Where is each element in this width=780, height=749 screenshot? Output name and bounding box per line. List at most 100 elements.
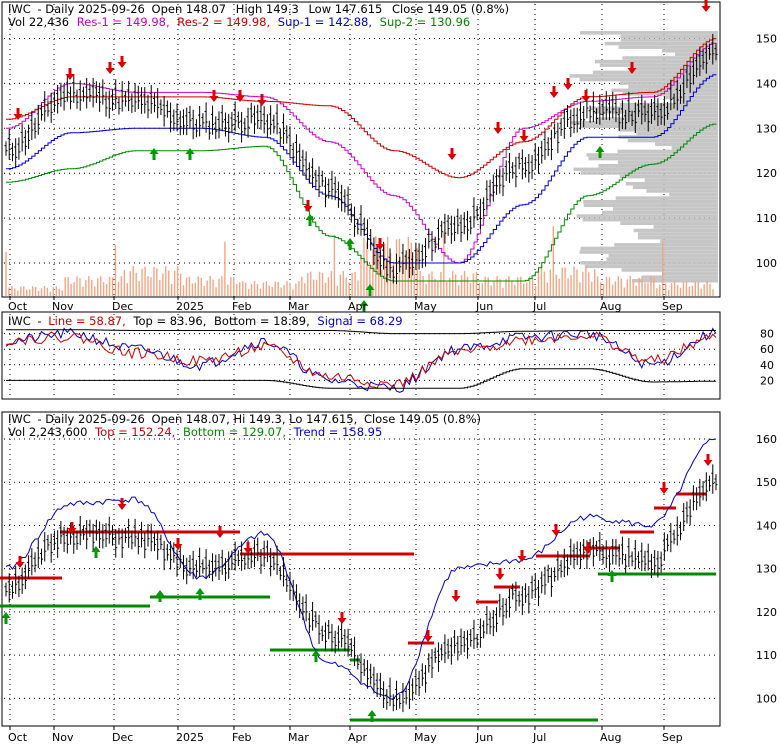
trend-signal-arrows bbox=[1, 454, 713, 722]
buy-arrow bbox=[607, 570, 617, 582]
volume-profile-bar bbox=[620, 34, 718, 39]
volume-profile-bar bbox=[629, 67, 718, 71]
x-tick-label: 2025 bbox=[176, 300, 204, 313]
volume-profile-bar bbox=[661, 49, 718, 53]
y-tick-label: 120 bbox=[756, 606, 777, 619]
buy-arrow bbox=[1, 612, 11, 624]
volume-profile-bar bbox=[617, 160, 718, 164]
trend-x-ticks: Oct Nov Dec 2025 Feb Mar Apr May Jun Jul Aug Sep bbox=[8, 726, 683, 744]
volume-profile-bar bbox=[614, 243, 718, 247]
y-tick-label: 80 bbox=[760, 328, 774, 341]
x-tick-label: Aug bbox=[600, 300, 621, 313]
y-tick-label: 40 bbox=[760, 359, 774, 372]
osc-dash: - bbox=[37, 314, 41, 328]
trend-y-ticks: 160 150 140 130 120 110 100 bbox=[756, 433, 777, 705]
x-tick-label: Dec bbox=[112, 300, 133, 313]
price-header-2: Vol 22,436 Res-1 = 149.98, Res-2 = 149.9… bbox=[8, 15, 470, 29]
y-tick-label: 100 bbox=[756, 692, 777, 705]
trend-high: Hi 149.3, bbox=[233, 412, 285, 426]
osc-top-value: Top = 83.96, bbox=[132, 314, 206, 328]
volume-profile-bar bbox=[663, 95, 718, 100]
x-tick-label: Apr bbox=[348, 731, 368, 744]
y-tick-label: 150 bbox=[756, 32, 777, 45]
buy-arrow bbox=[359, 300, 369, 312]
trend-label: - Daily 2025-09-26 bbox=[37, 412, 144, 426]
volume-profile-bar bbox=[576, 214, 718, 218]
sell-arrow bbox=[65, 68, 75, 80]
trend-ticker: IWC bbox=[8, 412, 31, 426]
sup1-value: Sup-1 = 142.88, bbox=[278, 15, 372, 29]
x-tick-label: Jul bbox=[532, 300, 546, 313]
osc-signal-value: Signal = 68.29 bbox=[317, 314, 402, 328]
high-value: High 149.3 bbox=[236, 2, 299, 16]
volume-profile-bar bbox=[584, 264, 718, 269]
trend-open: Open 148.07, bbox=[152, 412, 230, 426]
sell-arrow bbox=[303, 200, 313, 212]
trend-trend: Trend = 158.95 bbox=[293, 425, 383, 439]
volume-profile-bar bbox=[571, 120, 718, 125]
buy-arrow bbox=[185, 148, 195, 160]
y-tick-label: 120 bbox=[756, 167, 777, 180]
signal-arrows bbox=[13, 0, 711, 312]
sell-arrow bbox=[67, 522, 77, 534]
volume-profile-bar bbox=[660, 239, 718, 243]
buy-arrow bbox=[311, 650, 321, 662]
sup2-value: Sup-2 = 130.96 bbox=[380, 15, 471, 29]
price-header-1: IWC - Daily 2025-09-26 Open 148.07 High … bbox=[8, 2, 509, 16]
volume-profile-bar bbox=[612, 207, 718, 211]
trend-top: Top = 152.24, bbox=[94, 425, 175, 439]
price-bars bbox=[4, 33, 718, 285]
x-tick-label: Sep bbox=[662, 731, 683, 744]
trend-close: Close 149.05 (0.8%) bbox=[364, 412, 481, 426]
trend-header-2: Vol 2,243,600 Top = 152.24, Bottom = 129… bbox=[8, 425, 382, 439]
buy-arrow bbox=[155, 590, 165, 602]
buy-arrow bbox=[305, 214, 315, 226]
close-value: Close 149.05 (0.8%) bbox=[392, 2, 509, 16]
volume-profile-bar bbox=[579, 250, 718, 254]
volume-profile-bar bbox=[628, 84, 718, 89]
y-tick-label: 20 bbox=[760, 374, 774, 387]
sell-arrow bbox=[117, 56, 127, 68]
sell-arrow bbox=[495, 568, 505, 580]
volume-profile-bar bbox=[662, 271, 718, 276]
volume-profile-bar bbox=[669, 192, 718, 197]
sell-arrow bbox=[659, 482, 669, 494]
x-tick-label: 2025 bbox=[176, 731, 204, 744]
x-tick-label: Oct bbox=[8, 300, 28, 313]
x-tick-label: Feb bbox=[232, 300, 251, 313]
x-tick-label: Dec bbox=[112, 731, 133, 744]
buy-arrow bbox=[595, 146, 605, 158]
volume-profile-bar bbox=[604, 41, 718, 46]
oscillator-frame bbox=[1, 311, 721, 400]
volume-profile-bar bbox=[618, 135, 718, 139]
trend-header-1: IWC - Daily 2025-09-26 Open 148.07, Hi 1… bbox=[8, 412, 481, 426]
x-tick-label: Jun bbox=[475, 300, 493, 313]
sell-arrow bbox=[451, 590, 461, 602]
buy-arrow bbox=[367, 710, 377, 722]
volume-profile-bar bbox=[617, 149, 718, 154]
res1-value: Res-1 = 149.98, bbox=[77, 15, 170, 29]
price-y-ticks: 150 140 130 120 110 100 bbox=[756, 32, 777, 270]
x-tick-label: Aug bbox=[600, 731, 621, 744]
volume-profile-bar bbox=[586, 153, 718, 157]
x-tick-label: Jun bbox=[475, 731, 493, 744]
y-tick-label: 140 bbox=[756, 77, 777, 90]
volume-profile-bar bbox=[619, 81, 718, 85]
y-tick-label: 110 bbox=[756, 649, 777, 662]
volume-profile-bar bbox=[632, 185, 718, 190]
volume-profile-bar bbox=[583, 199, 718, 204]
osc-line-value: Line = 58.87, bbox=[48, 314, 126, 328]
oscillator-y-ticks: 80 60 40 20 bbox=[760, 328, 774, 388]
trend-lines bbox=[5, 438, 717, 700]
osc-line-Signal bbox=[5, 331, 717, 389]
sell-arrow bbox=[15, 556, 25, 568]
volume-profile-bar bbox=[594, 59, 718, 64]
sell-arrow bbox=[519, 130, 529, 142]
sell-arrow bbox=[583, 542, 593, 554]
sell-arrow bbox=[493, 122, 503, 134]
volume-profile-bar bbox=[580, 171, 718, 175]
trend-line bbox=[5, 438, 717, 700]
sell-arrow bbox=[257, 94, 267, 106]
buy-arrow bbox=[365, 284, 375, 296]
volume-profile-bar bbox=[602, 210, 718, 215]
